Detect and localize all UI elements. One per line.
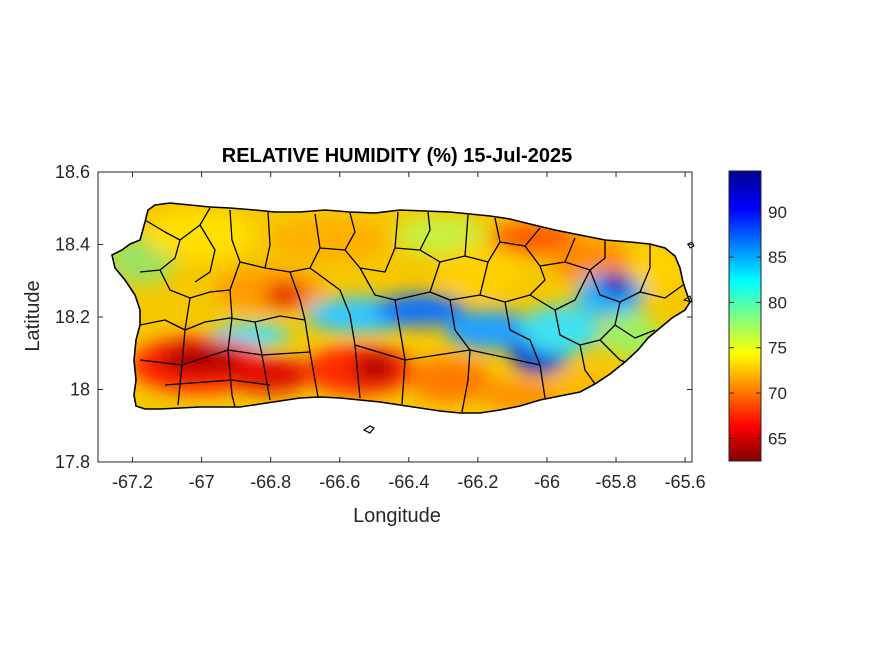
y-tick-label: 17.8 bbox=[55, 452, 90, 472]
colorbar-gradient bbox=[728, 170, 762, 462]
x-tick-label: -66.2 bbox=[457, 472, 498, 492]
colorbar-tick-label: 85 bbox=[768, 248, 787, 267]
x-tick-label: -66.4 bbox=[388, 472, 429, 492]
y-tick-label: 18.4 bbox=[55, 235, 90, 255]
y-tick-label: 18.6 bbox=[55, 162, 90, 182]
x-tick-label: -66.8 bbox=[250, 472, 291, 492]
colorbar-tick-label: 65 bbox=[768, 429, 787, 448]
x-tick-label: -66.6 bbox=[319, 472, 360, 492]
y-axis-label: Latitude bbox=[22, 280, 44, 351]
field-blob bbox=[440, 245, 520, 295]
colorbar-tick-label: 90 bbox=[768, 203, 787, 222]
small-island bbox=[682, 295, 693, 303]
field-blob bbox=[353, 354, 397, 382]
small-island bbox=[362, 425, 375, 434]
field-blob bbox=[445, 310, 535, 350]
y-tick-label: 18 bbox=[70, 380, 90, 400]
colorbar-tick-label: 80 bbox=[768, 293, 787, 312]
field-blob bbox=[265, 283, 305, 307]
x-tick-label: -65.6 bbox=[665, 472, 706, 492]
colorbar: 65 70 75 80 85 90 bbox=[728, 170, 787, 462]
field-blob bbox=[270, 218, 390, 262]
y-tick-label: 18.2 bbox=[55, 307, 90, 327]
field-blob bbox=[230, 357, 310, 393]
colorbar-ticks: 65 70 75 80 85 90 bbox=[729, 203, 787, 448]
x-axis: -67.2 -67 -66.8 -66.6 -66.4 -66.2 -66 -65.8 -65.… bbox=[112, 172, 706, 492]
colorbar-tick-label: 70 bbox=[768, 384, 787, 403]
x-tick-label: -65.8 bbox=[596, 472, 637, 492]
island-coastline bbox=[111, 202, 691, 414]
chart-title: RELATIVE HUMIDITY (%) 15-Jul-2025 bbox=[222, 145, 572, 167]
x-axis-label: Longitude bbox=[353, 505, 441, 527]
field-blob bbox=[145, 210, 255, 260]
field-blob bbox=[627, 245, 683, 295]
field-blob bbox=[410, 358, 490, 402]
municipality-boundaries bbox=[139, 207, 684, 413]
field-blob bbox=[395, 215, 485, 255]
y-axis: 17.8 18 18.2 18.4 18.6 bbox=[55, 162, 692, 472]
x-tick-label: -66 bbox=[534, 472, 560, 492]
colorbar-tick-label: 75 bbox=[768, 339, 787, 358]
x-tick-label: -67 bbox=[189, 472, 215, 492]
field-blob bbox=[598, 273, 634, 297]
x-tick-label: -67.2 bbox=[112, 472, 153, 492]
field-blob bbox=[520, 305, 600, 355]
small-island bbox=[687, 241, 695, 249]
